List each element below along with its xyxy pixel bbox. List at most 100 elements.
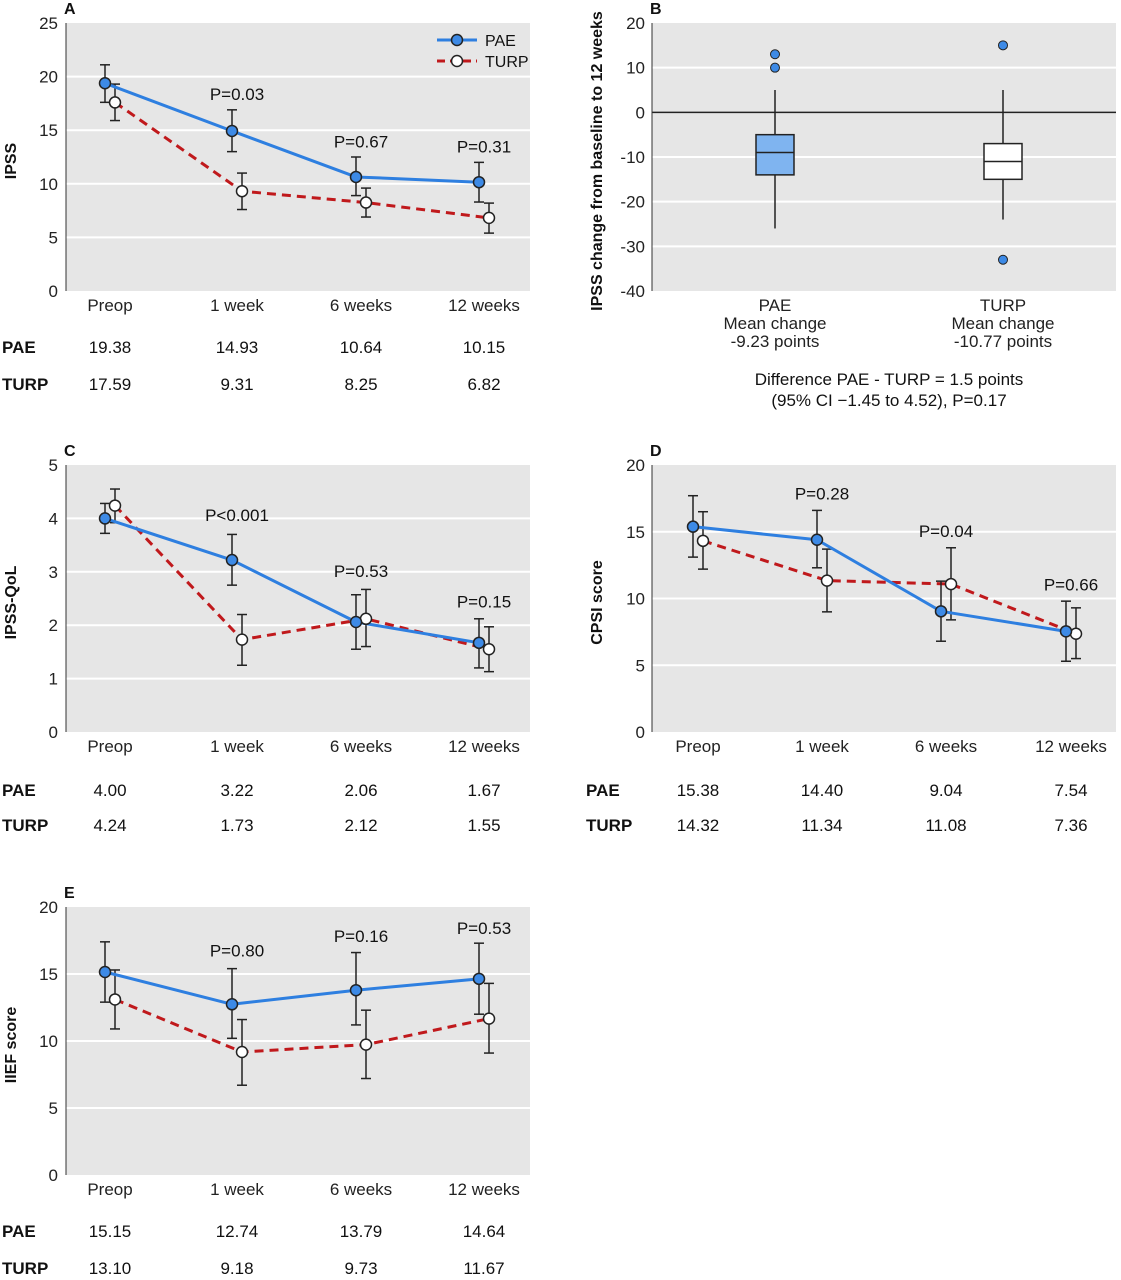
table-cell-pae: 3.22 [220, 781, 253, 800]
box-outlier-turp [998, 254, 1008, 265]
data-point-pae [225, 998, 239, 1011]
y-tick-label: -30 [620, 237, 645, 256]
table-cell-pae: 9.04 [929, 781, 962, 800]
y-tick-label: 20 [626, 456, 645, 475]
x-tick-label-12-weeks: 12 weeks [1035, 737, 1107, 756]
y-tick-label: 20 [626, 14, 645, 33]
table-cell-pae: 14.40 [801, 781, 844, 800]
x-tick-label-6-weeks: 6 weeks [330, 296, 392, 315]
series-line-turp [702, 539, 1077, 636]
table-cell-turp: 17.59 [89, 375, 132, 394]
p-value-label: P=0.31 [457, 138, 511, 157]
p-value-label: P=0.53 [457, 919, 511, 938]
series-line-pae [104, 516, 480, 645]
table-cell-pae: 14.93 [216, 338, 259, 357]
table-cell-pae: 4.00 [93, 781, 126, 800]
x-tick-label-pae: PAE [759, 296, 792, 315]
difference-note: (95% CI −1.45 to 4.52), P=0.17 [771, 391, 1006, 410]
data-point-turp [108, 96, 122, 109]
panel-letter: D [650, 443, 662, 460]
data-point-pae [686, 520, 700, 533]
table-cell-pae: 15.38 [677, 781, 720, 800]
table-row-label-pae: PAE [2, 781, 36, 800]
p-value-label: P<0.001 [205, 506, 269, 525]
x-tick-label-preop: Preop [87, 1180, 132, 1199]
table-cell-pae: 19.38 [89, 338, 132, 357]
y-tick-label: 20 [39, 68, 58, 87]
y-tick-label: 3 [49, 563, 58, 582]
data-point-pae [225, 124, 239, 138]
y-tick-label: -20 [620, 193, 645, 212]
y-tick-label: 1 [49, 670, 58, 689]
table-cell-pae: 10.64 [340, 338, 383, 357]
x-tick-label-12-weeks: 12 weeks [448, 1180, 520, 1199]
box-outlier-pae [770, 62, 780, 73]
data-point-pae [472, 175, 486, 189]
y-axis-label: IPSS-QoL [3, 565, 20, 639]
table-cell-turp: 8.25 [344, 375, 377, 394]
data-point-turp [108, 499, 122, 512]
panel-e: 0 5 10 15 20 Preop 1 week 6 weeks 12 weeks E IIEF … [2, 885, 530, 1278]
data-point-pae [98, 512, 112, 525]
category-note: -9.23 points [731, 332, 820, 351]
table-cell-turp: 9.31 [220, 375, 253, 394]
table-cell-turp: 2.12 [344, 816, 377, 835]
data-point-turp [235, 633, 249, 646]
data-point-turp [482, 211, 496, 225]
panel-b: 20 10 0 -10 -20 -30 -40 B IPSS change from basel… [589, 1, 1116, 410]
data-point-pae [810, 533, 824, 547]
p-value-label: P=0.67 [334, 132, 388, 151]
x-tick-label-6-weeks: 6 weeks [330, 1180, 392, 1199]
panel-letter: B [650, 1, 662, 18]
data-point-pae [349, 615, 363, 629]
x-tick-label-1-week: 1 week [210, 1180, 264, 1199]
data-point-pae [349, 170, 363, 184]
p-value-label: P=0.80 [210, 942, 264, 961]
panel-d: 0 5 10 15 20 Preop 1 week 6 weeks 12 weeks D CPSI … [586, 443, 1116, 835]
data-point-pae [934, 605, 948, 618]
table-cell-pae: 13.79 [340, 1222, 383, 1241]
y-tick-label: 5 [636, 656, 645, 675]
data-point-turp [359, 196, 373, 209]
table-row-label-turp: TURP [2, 1259, 48, 1278]
legend-marker-pae [450, 33, 464, 47]
y-tick-label: 0 [49, 723, 58, 742]
category-note: -10.77 points [954, 332, 1052, 351]
data-point-turp [696, 534, 710, 548]
data-point-turp [820, 574, 834, 587]
panel-letter: A [64, 1, 76, 18]
y-tick-label: 4 [49, 509, 58, 528]
y-tick-label: 10 [626, 59, 645, 78]
y-tick-label: 15 [39, 121, 58, 140]
table-cell-turp: 9.18 [220, 1259, 253, 1278]
y-tick-label: 10 [626, 590, 645, 609]
y-tick-label: -40 [620, 282, 645, 301]
y-tick-label: 15 [39, 965, 58, 984]
data-point-turp [1069, 627, 1083, 640]
legend-marker-turp [450, 54, 464, 68]
table-cell-turp: 6.82 [467, 375, 500, 394]
data-point-turp [482, 642, 496, 656]
y-axis-label: IPSS change from baseline to 12 weeks [589, 11, 606, 311]
data-point-pae [472, 636, 486, 650]
data-point-pae [349, 983, 363, 997]
y-tick-label: 10 [39, 175, 58, 194]
x-tick-label-1-week: 1 week [210, 737, 264, 756]
table-cell-turp: 11.34 [801, 816, 842, 835]
data-point-pae [472, 972, 486, 986]
p-value-label: P=0.16 [334, 927, 388, 946]
table-cell-turp: 11.08 [925, 816, 966, 835]
panel-a: 0 5 10 15 20 25 Preop 1 week 6 weeks 12 weeks A IPS… [2, 1, 530, 394]
table-cell-pae: 14.64 [463, 1222, 506, 1241]
data-point-turp [108, 993, 122, 1006]
p-value-label: P=0.53 [334, 562, 388, 581]
panel-c: 0 1 2 3 4 5 Preop 1 week 6 weeks 12 weeks C IPSS-Qo… [2, 443, 530, 835]
p-value-label: P=0.15 [457, 593, 511, 612]
y-tick-label: 5 [49, 456, 58, 475]
series-line-turp [114, 998, 490, 1054]
table-row-label-turp: TURP [586, 816, 632, 835]
y-tick-label: 15 [626, 523, 645, 542]
data-point-pae [98, 76, 112, 90]
y-tick-label: 0 [49, 1166, 58, 1185]
data-point-pae [1059, 625, 1073, 638]
